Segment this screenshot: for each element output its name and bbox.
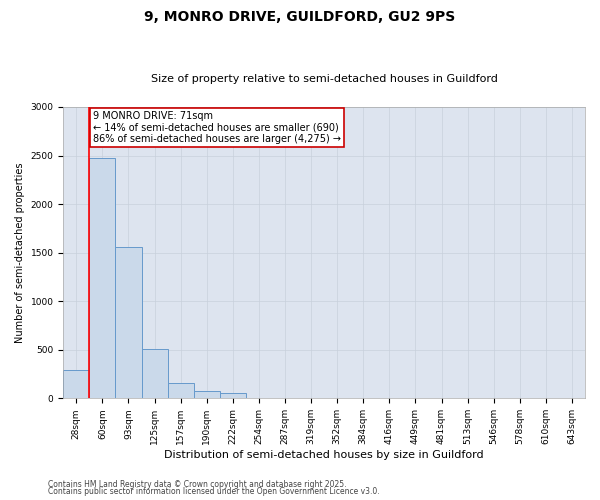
Y-axis label: Number of semi-detached properties: Number of semi-detached properties — [15, 162, 25, 343]
Text: 9 MONRO DRIVE: 71sqm
← 14% of semi-detached houses are smaller (690)
86% of semi: 9 MONRO DRIVE: 71sqm ← 14% of semi-detac… — [93, 111, 341, 144]
Bar — [115, 247, 142, 398]
Bar — [89, 158, 115, 398]
Bar — [63, 370, 89, 398]
Text: Contains public sector information licensed under the Open Government Licence v3: Contains public sector information licen… — [48, 487, 380, 496]
Bar — [220, 394, 246, 398]
Text: Contains HM Land Registry data © Crown copyright and database right 2025.: Contains HM Land Registry data © Crown c… — [48, 480, 347, 489]
Bar — [142, 349, 167, 399]
Bar — [194, 390, 220, 398]
Bar — [167, 383, 194, 398]
X-axis label: Distribution of semi-detached houses by size in Guildford: Distribution of semi-detached houses by … — [164, 450, 484, 460]
Text: 9, MONRO DRIVE, GUILDFORD, GU2 9PS: 9, MONRO DRIVE, GUILDFORD, GU2 9PS — [145, 10, 455, 24]
Title: Size of property relative to semi-detached houses in Guildford: Size of property relative to semi-detach… — [151, 74, 497, 84]
